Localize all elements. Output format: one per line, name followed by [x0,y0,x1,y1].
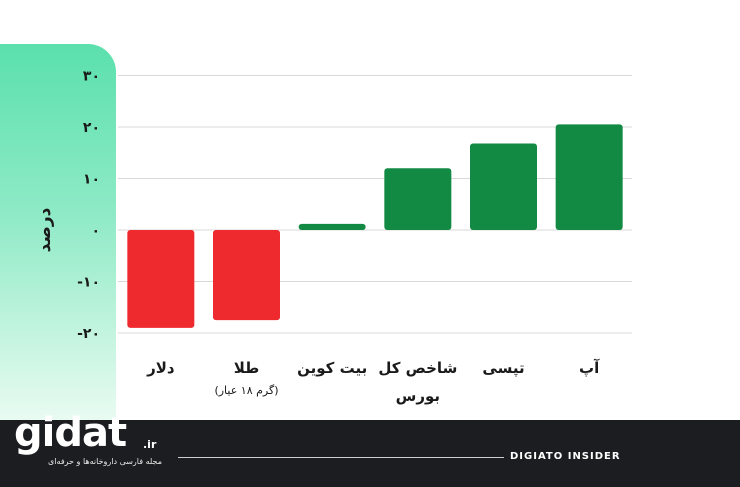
bar-chart: ۳۰ ۲۰ ۱۰ ۰ -۱۰ -۲۰ درصد دلار طلا (گرم ۱۸ عیار) بیت… [35,69,632,405]
y-tick-label: ۱۰ [83,172,100,188]
bar [384,168,452,230]
x-tick-label: دلار [146,359,175,377]
y-tick-label: ۳۰ [83,69,100,85]
bar [127,230,195,328]
x-tick-label: تپسی [482,359,524,378]
x-tick-sublabel: بورس [396,387,440,405]
bar [470,143,537,230]
site-logo[interactable]: gidat [14,410,127,456]
bar [298,223,366,230]
footer-divider [178,457,504,458]
site-logo-tagline: مجله فارسی داروخانه‌ها و حرفه‌ای [48,457,162,466]
y-tick-label: -۱۰ [77,275,100,291]
accent-panel [0,44,116,420]
y-tick-label: -۲۰ [77,326,100,342]
y-axis-label: درصد [35,207,55,252]
bar [555,124,623,230]
x-tick-sublabel: (گرم ۱۸ عیار) [214,384,278,397]
x-tick-label: شاخص کل [378,359,457,377]
site-logo-suffix: .ir [143,438,157,451]
x-tick-label: آپ [579,359,600,377]
footer-brand: DIGIATO INSIDER [510,451,621,462]
footer-bar [0,420,740,487]
y-tick-label: ۲۰ [83,120,100,136]
y-tick-label: ۰ [91,223,100,239]
bar [213,230,280,321]
x-tick-label: بیت کوین [297,359,367,377]
x-tick-label: طلا [234,359,260,377]
